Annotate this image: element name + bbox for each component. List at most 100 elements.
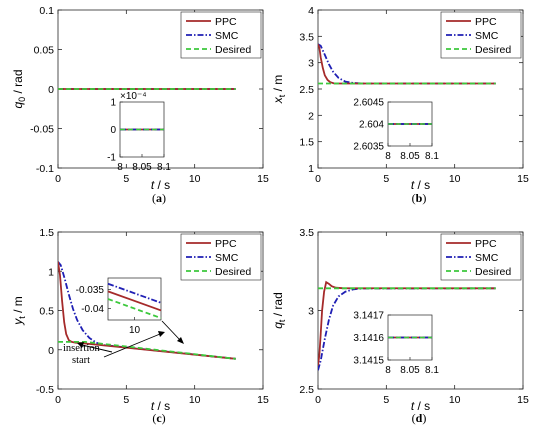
inset-x-tick-label: 8.1 [425, 365, 439, 376]
panel-3: 0 5 10 15-0.500.511.5t / syt / mPPCSMCDesir… [11, 227, 269, 425]
legend-box [440, 233, 522, 281]
y-axis-label: yt / m [11, 296, 27, 326]
x-axis-label: t / s [151, 178, 170, 192]
y-tick-label: 0 [48, 84, 54, 96]
y-tick-label: 2.5 [299, 84, 314, 96]
x-tick-label: 0 [315, 173, 321, 185]
legend-label-ppc: PPC [475, 16, 497, 28]
legend-label-desired: Desired [475, 44, 511, 56]
inset-y-tick-label: 2.6035 [353, 142, 384, 153]
x-tick-label: 5 [383, 173, 389, 185]
inset-line-smc [107, 282, 162, 304]
annotation-line-1: insertion [63, 343, 100, 354]
y-tick-label: 3.5 [299, 227, 314, 239]
inset-x-tick-label: 8 [117, 162, 123, 173]
legend-label-ppc: PPC [475, 238, 497, 250]
y-tick-label: 0 [48, 345, 54, 357]
legend: PPC SMC Desired [440, 233, 522, 281]
y-tick-label: 1 [48, 266, 54, 278]
inset-y-tick-label: 0 [110, 125, 116, 136]
legend-label-smc: SMC [475, 30, 499, 42]
y-axis-label: qt / rad [271, 292, 287, 329]
y-tick-label: 4 [308, 5, 314, 17]
legend: PPC SMC Desired [180, 11, 262, 59]
y-tick-label: 1.5 [39, 227, 54, 239]
inset-scale-label: ×10⁻⁴ [120, 91, 147, 102]
x-tick-label: 15 [517, 394, 529, 406]
legend-label-smc: SMC [215, 252, 239, 264]
annotation-arrowhead-b [158, 331, 165, 337]
inset: 8 8.05 8.1 2.6045 2.604 2.6035 [353, 98, 439, 163]
x-tick-label: 10 [189, 394, 201, 406]
y-tick-label: -0.05 [30, 124, 54, 136]
inset-y-tick-label: -0.035 [76, 285, 105, 296]
x-tick-label: 5 [123, 394, 129, 406]
inset-x-tick-label: 8.05 [400, 151, 420, 162]
inset-y-tick-label: 3.1417 [353, 311, 384, 322]
y-tick-label: 3 [308, 306, 314, 318]
x-tick-label: 0 [55, 394, 61, 406]
panel-label: (c) [152, 411, 165, 425]
x-axis-label: t / s [411, 178, 430, 192]
inset-y-tick-label: 1 [110, 98, 116, 109]
legend-label-desired: Desired [475, 266, 511, 278]
annotation-arrow-a [81, 344, 113, 353]
inset-line-desired [107, 298, 162, 319]
annotation-arrowhead-a [77, 342, 84, 348]
y-tick-label: 2.5 [299, 384, 314, 396]
legend: PPC SMC Desired [440, 11, 522, 59]
inset-x-tick-label: 8.1 [157, 162, 171, 173]
y-tick-label: 0.05 [34, 45, 55, 57]
legend-label-ppc: PPC [215, 238, 237, 250]
inset: 8 8.05 8.1 3.1417 3.1416 3.1415 [353, 311, 439, 377]
inset: 10 -0.035 -0.04 [76, 277, 162, 336]
annotation-line-2: start [72, 355, 90, 366]
panel-label: (a) [152, 191, 166, 205]
legend-label-smc: SMC [475, 252, 499, 264]
y-axis-label: xt / m [271, 75, 287, 105]
y-axis-label: q0 / rad [11, 69, 27, 108]
legend-label-ppc: PPC [215, 16, 237, 28]
y-tick-label: -0.1 [36, 163, 54, 175]
legend-label-smc: SMC [215, 30, 239, 42]
x-tick-label: 0 [55, 173, 61, 185]
x-axis-label: t / s [151, 399, 170, 413]
y-tick-label: 2 [308, 110, 314, 122]
y-tick-label: 1.5 [299, 137, 314, 149]
x-tick-label: 10 [449, 394, 461, 406]
inset-pointer-arrow [161, 320, 181, 341]
y-tick-label: 1 [308, 163, 314, 175]
inset-x-tick-label: 8.1 [425, 151, 439, 162]
x-tick-label: 5 [123, 173, 129, 185]
inset-x-tick-label: 8.05 [132, 162, 152, 173]
y-tick-label: 0.5 [39, 306, 54, 318]
series-line-ppc [318, 43, 496, 85]
series-line-desired [58, 340, 236, 360]
x-tick-label: 10 [449, 173, 461, 185]
y-tick-label: 0.1 [39, 5, 54, 17]
panel-label: (b) [412, 191, 427, 205]
panel-2: 0 5 10 15 1 1.5 2 2.5 3 3.5 4 t / s xt / m PPC SMC Desi… [271, 5, 529, 205]
inset-pointer-arrowhead [177, 337, 184, 344]
legend-label-desired: Desired [215, 44, 251, 56]
inset-y-tick-label: -1 [107, 153, 116, 164]
inset-y-tick-label: 2.604 [359, 120, 384, 131]
inset-x-tick-label: 10 [129, 325, 141, 336]
inset-x-tick-label: 8.05 [400, 365, 420, 376]
x-tick-label: 0 [315, 394, 321, 406]
inset-line-ppc [107, 290, 162, 312]
y-tick-label: 3 [308, 58, 314, 70]
panel-label: (d) [412, 411, 427, 425]
annotation-arrow-b [103, 333, 161, 358]
panel-4: 0 5 10 15 2.5 3 3.5 t / s qt / rad PPC SMC Desired 8… [271, 227, 529, 425]
x-tick-label: 15 [257, 394, 269, 406]
series-line-smc [318, 287, 496, 371]
inset-x-tick-label: 8 [385, 365, 391, 376]
legend-label-desired: Desired [215, 266, 251, 278]
x-tick-label: 15 [257, 173, 269, 185]
inset-y-tick-label: 3.1415 [353, 356, 384, 367]
inset-y-tick-label: 2.6045 [353, 98, 384, 109]
x-axis-label: t / s [411, 399, 430, 413]
